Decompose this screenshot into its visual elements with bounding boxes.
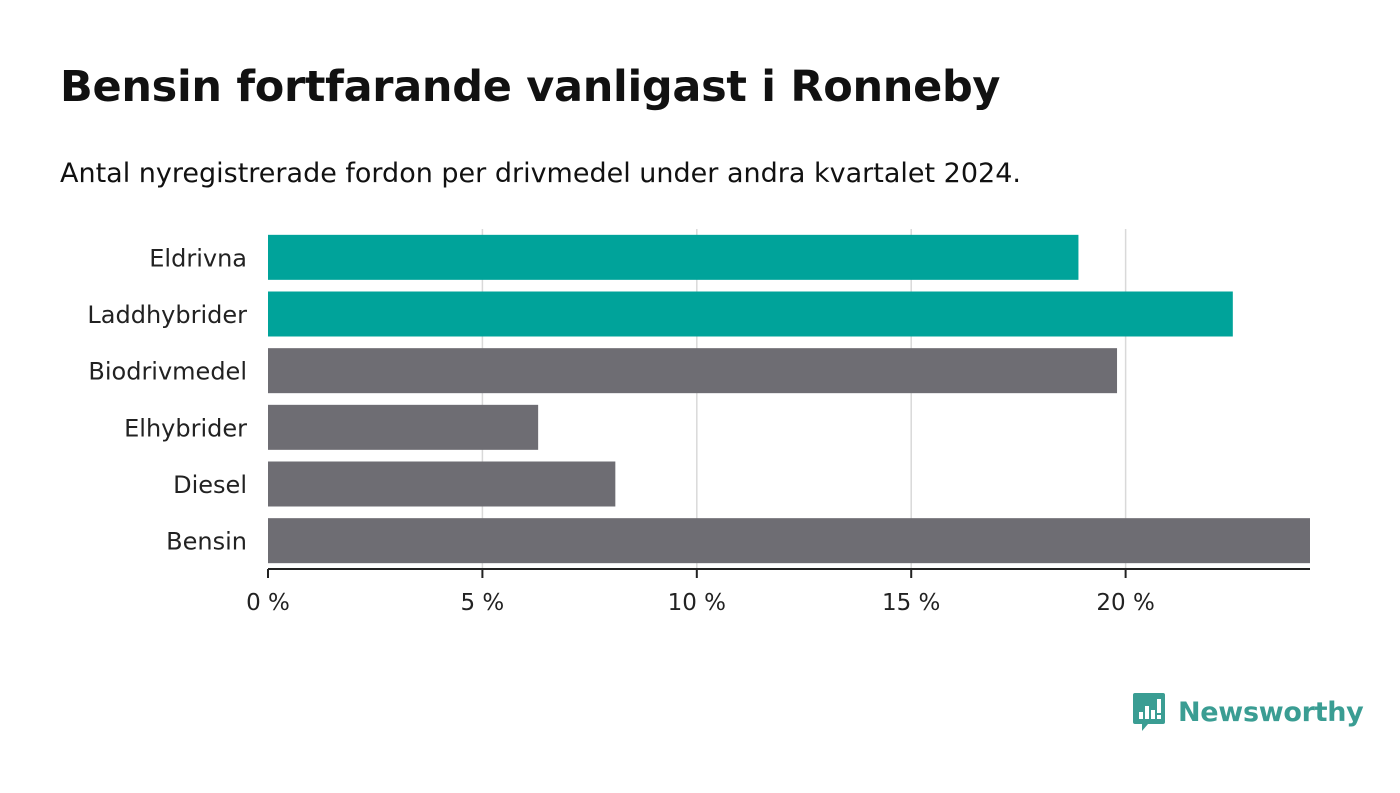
category-labels: Eldrivna Laddhybrider Biodrivmedel Elhybrid…: [87, 244, 247, 555]
bar-biodrivmedel: [268, 348, 1118, 394]
category-label: Biodrivmedel: [88, 358, 247, 386]
bar-bensin: [268, 518, 1310, 564]
x-tick-label: 5 %: [460, 590, 504, 616]
newsworthy-logo-icon: [1133, 693, 1165, 731]
x-axis: 0 % 5 % 10 % 15 % 20 %: [246, 568, 1310, 616]
chart-subtitle: Antal nyregistrerade fordon per drivmede…: [60, 158, 1021, 189]
bar-elhybrider: [268, 404, 539, 450]
brand-logo: Newsworthy: [1132, 692, 1364, 732]
category-label: Elhybrider: [124, 414, 247, 442]
x-tick-label: 0 %: [246, 590, 290, 616]
category-label: Bensin: [166, 528, 247, 556]
grid-lines: [481, 229, 1127, 569]
bars: [268, 234, 1310, 564]
category-label: Eldrivna: [149, 244, 247, 272]
bar-eldrivna: [268, 234, 1079, 280]
brand-name: Newsworthy: [1178, 696, 1364, 728]
bar-laddhybrider: [268, 291, 1233, 337]
x-tick-label: 15 %: [882, 590, 940, 616]
category-label: Laddhybrider: [87, 301, 247, 329]
category-label: Diesel: [173, 471, 247, 499]
chart-title: Bensin fortfarande vanligast i Ronneby: [60, 62, 1001, 112]
x-tick-label: 20 %: [1096, 590, 1154, 616]
bar-diesel: [268, 461, 616, 507]
x-tick-label: 10 %: [668, 590, 726, 616]
